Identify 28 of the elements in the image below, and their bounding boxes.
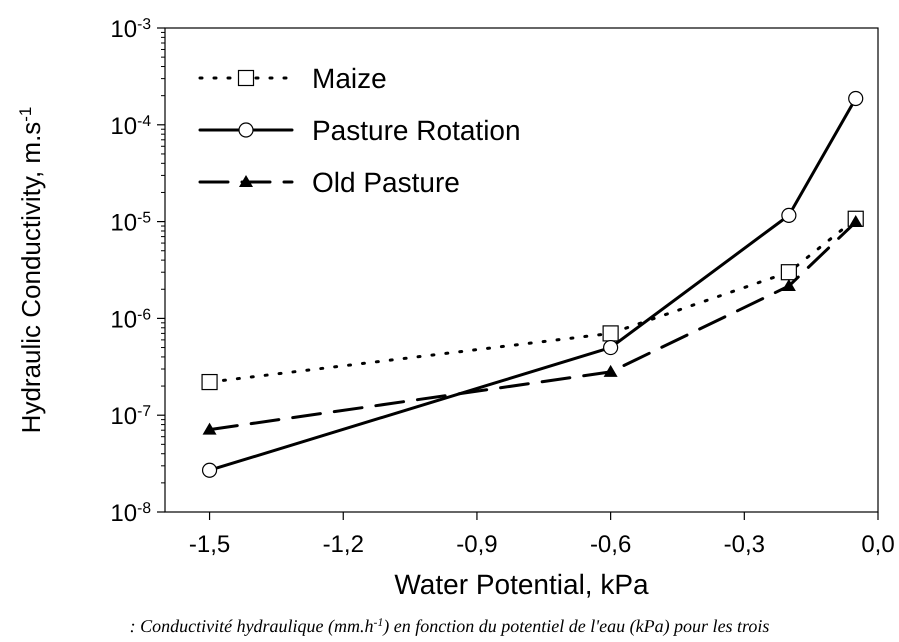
point bbox=[848, 90, 864, 106]
x-tick-label: -1,5 bbox=[188, 531, 230, 558]
point bbox=[848, 215, 863, 228]
y-tick-label: 10$^{-5}$ bbox=[110, 209, 152, 237]
point bbox=[781, 208, 796, 223]
x-tick-label: -0,9 bbox=[456, 531, 498, 558]
x-tick-label: 0,0 bbox=[861, 531, 895, 558]
y-tick-label: 10$^{-4}$ bbox=[110, 112, 152, 140]
x-tick-label: -0,6 bbox=[590, 531, 632, 558]
text: : Conductivité hydraulique (mm.h$^{-1}$) en fonction du potentiel de l'eau (kPa) pour les trois bbox=[130, 616, 770, 636]
legend-label: Old Pasture bbox=[312, 167, 460, 198]
x-tick-label: -1,2 bbox=[322, 531, 364, 558]
y-tick-label: 10$^{-6}$ bbox=[110, 306, 151, 334]
y-tick-label: 10$^{-3}$ bbox=[110, 16, 151, 43]
point bbox=[780, 264, 797, 280]
point bbox=[202, 422, 217, 435]
point bbox=[202, 462, 218, 478]
y-tick-label: 10$^{-8}$ bbox=[110, 500, 151, 527]
point bbox=[602, 325, 619, 342]
point bbox=[201, 374, 218, 390]
point bbox=[604, 364, 618, 377]
x-tick-label: -0,3 bbox=[724, 531, 765, 558]
x-axis-title: Water Potential, kPa bbox=[394, 569, 650, 600]
point bbox=[782, 279, 796, 292]
legend-label: Pasture Rotation bbox=[312, 115, 521, 146]
legend-label: Maize bbox=[312, 63, 387, 94]
point bbox=[603, 340, 618, 356]
y-tick-label: 10$^{-7}$ bbox=[110, 402, 151, 430]
